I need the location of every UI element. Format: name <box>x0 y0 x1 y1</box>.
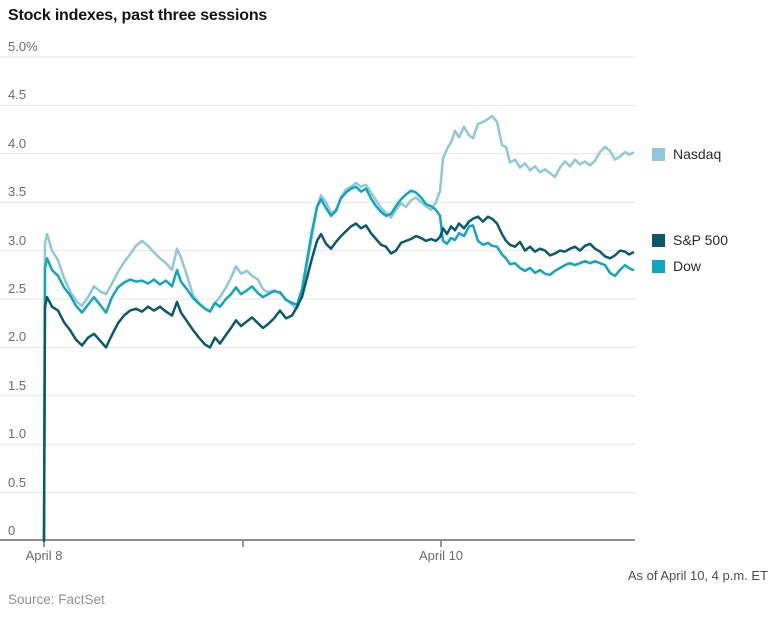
dow-swatch-icon <box>652 259 665 273</box>
y-axis-tick-label: 2.0 <box>8 329 27 345</box>
chart-title: Stock indexes, past three sessions <box>8 7 268 24</box>
y-axis-tick-label: 3.5 <box>8 184 27 200</box>
y-axis-tick-label: 4.0 <box>8 135 27 151</box>
y-axis-tick-label: 5.0% <box>8 39 38 54</box>
y-axis-tick-label: 3.0 <box>8 232 27 248</box>
series-line-nasdaq <box>42 114 635 543</box>
legend-label-sp500: S&P 500 <box>673 232 729 248</box>
legend-item-dow: Dow <box>652 258 701 274</box>
y-axis-tick-label: 2.5 <box>8 281 27 296</box>
x-axis-tick-label: April 8 <box>25 548 63 563</box>
y-axis-tick-label: 4.5 <box>8 87 27 103</box>
legend-label-dow: Dow <box>673 258 702 274</box>
series-line-dow <box>42 185 635 543</box>
y-axis-tick-label: 0.5 <box>8 474 27 490</box>
source-attribution: Source: FactSet <box>8 592 105 607</box>
y-axis-tick-label: 1.5 <box>8 377 27 393</box>
x-axis-tick-label: April 10 <box>418 548 464 563</box>
sp500-swatch-icon <box>652 233 665 247</box>
legend-item-nasdaq: Nasdaq <box>652 146 721 162</box>
as-of-timestamp: As of April 10, 4 p.m. ET <box>627 568 768 583</box>
y-axis-tick-label: 1.0 <box>8 426 27 442</box>
nasdaq-swatch-icon <box>652 147 665 161</box>
legend-label-nasdaq: Nasdaq <box>673 146 722 162</box>
legend-item-sp500: S&P 500 <box>652 232 728 248</box>
series-line-sp500 <box>42 215 635 543</box>
y-axis-tick-label: 0 <box>8 523 16 538</box>
